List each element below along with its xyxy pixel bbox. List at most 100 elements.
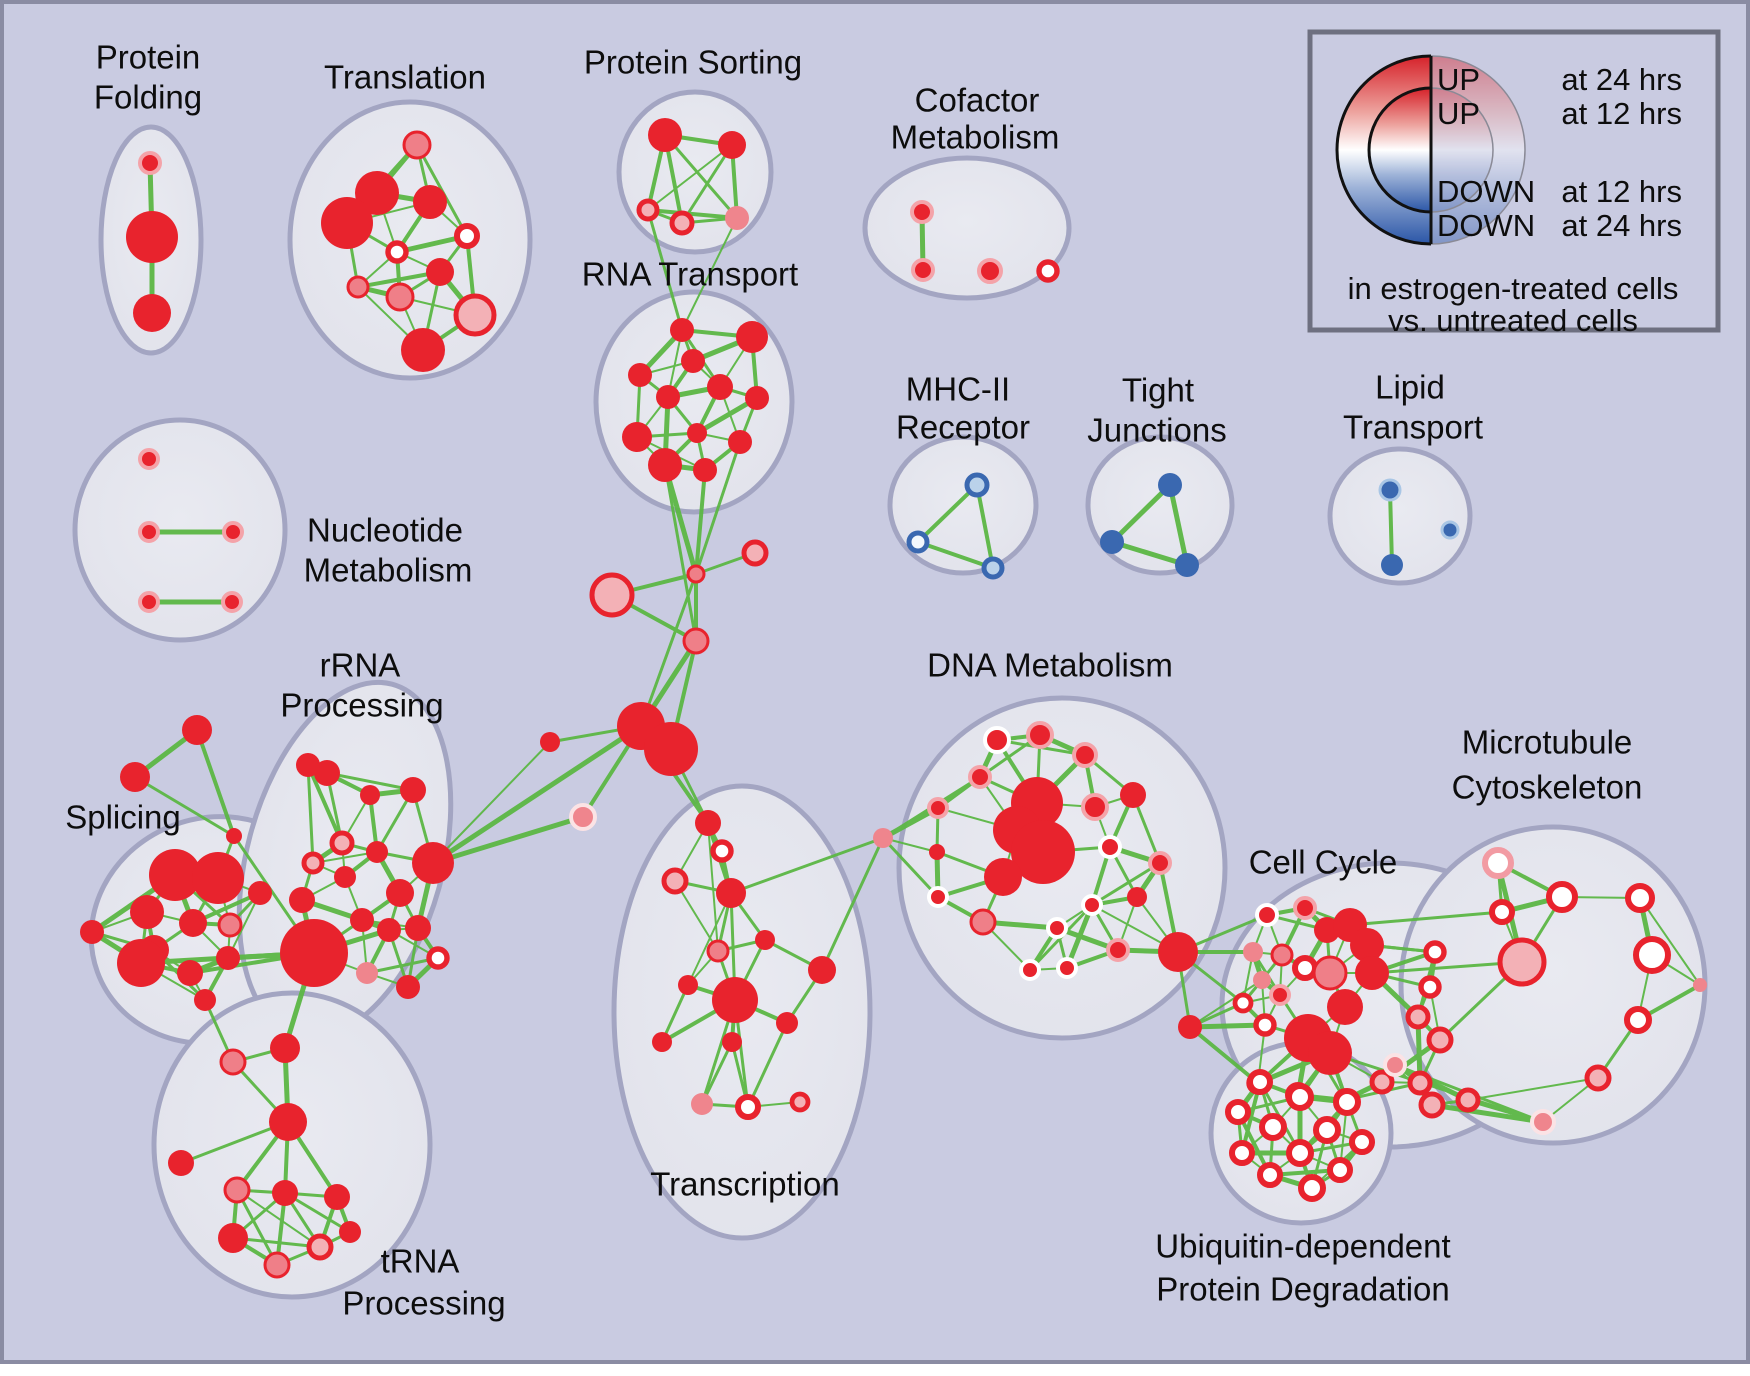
cluster-label-nucleotide: Nucleotide (307, 512, 463, 549)
edge-trna (179, 1120, 290, 1165)
edge-triangle (195, 728, 236, 838)
edge-triangle (133, 775, 236, 838)
edge-protein_sorting (680, 143, 734, 225)
edge-dna (1090, 861, 1162, 907)
edge-hub (639, 572, 698, 728)
node-cell_cycle (1253, 1013, 1277, 1037)
cluster-label-trna: Processing (342, 1285, 505, 1322)
node-cell_cycle (1255, 903, 1279, 927)
node-dna (984, 858, 1022, 896)
node-cell_cycle (1355, 956, 1389, 990)
node-microtubule (1693, 978, 1707, 992)
node-translation (401, 328, 445, 372)
node-nucleotide (221, 591, 243, 613)
edge-connector (432, 741, 551, 864)
node-dna (968, 765, 992, 789)
cluster-label-transcription: Transcription (650, 1166, 840, 1203)
node-transcription (652, 1032, 672, 1052)
node-dna (1056, 957, 1078, 979)
node-hub (682, 627, 710, 655)
node-dna (1120, 782, 1146, 808)
node-trna (269, 1103, 307, 1141)
cluster-label-protein_sorting: Protein Sorting (584, 44, 802, 81)
node-cell_cycle (1407, 1070, 1433, 1096)
node-dna (1081, 793, 1109, 821)
node-microtubule (1546, 881, 1578, 913)
node-transcription (695, 810, 721, 836)
node-splicing (216, 946, 240, 970)
edge-connector (1348, 910, 1504, 927)
edge-rrna (306, 763, 344, 845)
node-rrna (314, 760, 340, 786)
edge-rrna (365, 956, 440, 975)
node-cofactor (977, 258, 1003, 284)
cluster-ellipse-protein_sorting (616, 89, 774, 255)
node-dna (1106, 938, 1130, 962)
legend-row-direction: UP (1437, 96, 1480, 131)
cluster-label-lipid: Transport (1343, 409, 1483, 446)
node-cell_cycle (1350, 928, 1384, 962)
node-rrna (426, 946, 450, 970)
node-microtubule (1489, 899, 1515, 925)
node-nucleotide (138, 448, 160, 470)
cluster-label-microtubule: Cytoskeleton (1452, 769, 1643, 806)
node-transcription (712, 977, 758, 1023)
node-cell_cycle (1369, 1069, 1395, 1095)
node-dna (1046, 917, 1068, 939)
cluster-label-ubiquitin: Protein Degradation (1156, 1271, 1450, 1308)
node-translation (402, 130, 432, 160)
node-microtubule (1383, 1053, 1407, 1077)
node-rna_transport (622, 422, 652, 452)
node-dna (873, 828, 893, 848)
node-trna (219, 1048, 247, 1076)
node-trna (272, 1180, 298, 1206)
edge-cell_cycle (1188, 1025, 1260, 1085)
node-microtubule (1530, 1109, 1556, 1135)
node-rrna (280, 919, 348, 987)
node-rna_transport (745, 386, 769, 410)
node-ubiquitin (1313, 1116, 1341, 1144)
edge-mhc (916, 483, 979, 544)
legend: UP at 24 hrs UP at 12 hrs DOWN at 12 hrs DOWN a… (1307, 29, 1721, 338)
node-splicing (177, 960, 203, 986)
node-microtubule (1497, 937, 1547, 987)
node-rrna (296, 753, 320, 777)
cluster-label-splicing: Splicing (65, 799, 181, 836)
node-protein_sorting (725, 206, 749, 230)
node-ubiquitin (1229, 1140, 1255, 1166)
legend-row-time: at 12 hrs (1561, 174, 1682, 209)
node-trna (306, 1233, 334, 1261)
edge-connector (729, 836, 885, 895)
node-transcription (722, 1032, 742, 1052)
node-microtubule (1624, 1006, 1652, 1034)
cluster-label-lipid: Lipid (1375, 369, 1445, 406)
node-transcription (789, 1091, 811, 1113)
node-rrna (350, 908, 374, 932)
edge-transcription (700, 1040, 734, 1106)
edge-connector (663, 463, 698, 643)
node-cofactor (910, 200, 934, 224)
node-splicing (130, 895, 164, 929)
node-dna (927, 797, 949, 819)
node-ubiquitin (1225, 1099, 1251, 1125)
node-dna (969, 908, 997, 936)
node-hub (644, 722, 698, 776)
legend-inner-fade (1431, 88, 1493, 212)
node-ubiquitin (1333, 1088, 1361, 1116)
node-protein_folding (138, 151, 162, 175)
node-transcription (710, 839, 734, 863)
edge-transcription (660, 983, 690, 1044)
node-rrna (386, 879, 414, 907)
node-cell_cycle (1426, 1026, 1454, 1054)
node-rrna (360, 785, 380, 805)
node-dna (1148, 851, 1172, 875)
edge-connector (882, 837, 939, 898)
edge-splicing (227, 892, 261, 959)
node-trna (324, 1184, 350, 1210)
node-rrna (396, 975, 420, 999)
node-rrna (412, 842, 454, 884)
node-mhc (964, 472, 990, 498)
edge-cell_cycle (1187, 1022, 1268, 1030)
cluster-label-cofactor: Cofactor (915, 82, 1040, 119)
